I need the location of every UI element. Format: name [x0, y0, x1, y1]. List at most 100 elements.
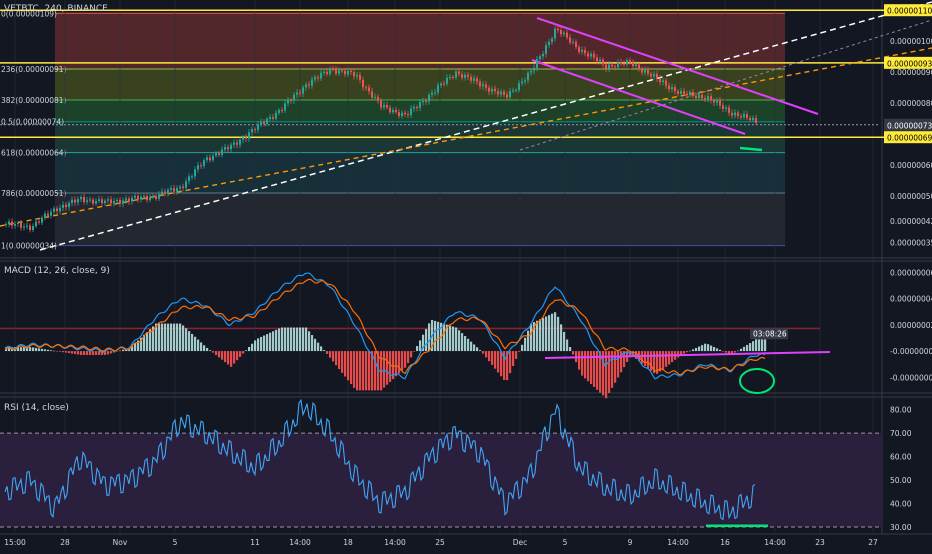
candle-body [245, 137, 247, 139]
candle-body [314, 77, 316, 80]
macd-histogram-bar [584, 351, 587, 379]
macd-histogram-bar [716, 348, 719, 352]
macd-histogram-bar [281, 327, 284, 352]
candle-body [362, 79, 364, 88]
macd-title: MACD (12, 26, close, 9) [4, 266, 110, 276]
candle-body [440, 83, 442, 86]
candle-body [41, 217, 43, 223]
candle-body [578, 47, 580, 52]
candle-body [434, 92, 436, 94]
candle-body [80, 197, 82, 200]
candle-body [455, 71, 457, 78]
fib-level-label: 1(0.00000034) [1, 242, 57, 251]
macd-histogram-bar [251, 343, 254, 352]
rsi-tick-label: 50.00 [890, 476, 912, 485]
macd-histogram-bar [71, 351, 74, 354]
macd-histogram-bar [248, 346, 251, 352]
candle-body [53, 208, 55, 212]
macd-histogram-bar [356, 351, 359, 391]
macd-histogram-bar [86, 351, 89, 356]
candle-body [365, 87, 367, 89]
time-tick-label: 14:00 [384, 538, 406, 547]
candle-body [311, 79, 313, 86]
macd-histogram-bar [410, 351, 413, 358]
candle-body [596, 57, 598, 62]
candle-body [755, 117, 757, 123]
candle-body [296, 92, 298, 95]
candle-body [485, 84, 487, 88]
candle-body [701, 94, 703, 99]
candle-body [707, 96, 709, 100]
candle-body [545, 45, 547, 54]
macd-histogram-bar [737, 350, 740, 352]
macd-histogram-bar [104, 351, 107, 356]
candle-body [344, 70, 346, 75]
macd-histogram-bar [482, 351, 485, 354]
candle-body [290, 100, 292, 102]
candle-body [14, 223, 16, 226]
rsi-pane [0, 398, 882, 528]
candle-body [284, 103, 286, 111]
candle-body [197, 165, 199, 170]
macd-histogram-bar [533, 322, 536, 352]
candle-body [560, 30, 562, 35]
macd-histogram-bar [50, 350, 53, 352]
macd-histogram-bar [344, 351, 347, 377]
candle-body [227, 147, 229, 150]
macd-histogram-bar [746, 344, 749, 352]
macd-tick-label: 0.00000002 [890, 321, 932, 330]
rsi-tick-label: 80.00 [890, 406, 912, 415]
candle-body [98, 199, 100, 201]
macd-histogram-bar [755, 339, 758, 352]
macd-histogram-bar [743, 346, 746, 352]
candle-body [665, 80, 667, 86]
macd-histogram-bar [539, 319, 542, 352]
candle-body [146, 195, 148, 201]
macd-histogram-bar [158, 323, 161, 352]
candle-body [185, 181, 187, 188]
candle-body [50, 211, 52, 216]
macd-histogram-bar [371, 351, 374, 391]
macd-histogram-bar [665, 351, 668, 367]
time-tick-label: 18 [343, 538, 353, 547]
candle-body [152, 195, 154, 198]
candle-body [68, 202, 70, 208]
macd-histogram-bar [140, 337, 143, 352]
macd-histogram-bar [485, 351, 488, 358]
candle-body [464, 74, 466, 78]
rsi-tick-label: 60.00 [890, 453, 912, 462]
candle-body [170, 188, 172, 190]
macd-histogram-bar [608, 351, 611, 394]
macd-histogram-bar [581, 351, 584, 376]
macd-histogram-bar [725, 351, 728, 353]
macd-histogram-bar [269, 332, 272, 352]
macd-histogram-bar [494, 351, 497, 369]
candle-body [617, 62, 619, 68]
candle-body [611, 64, 613, 67]
candle-body [395, 110, 397, 113]
candle-body [734, 112, 736, 116]
candle-body [419, 102, 421, 108]
candle-body [473, 78, 475, 81]
candle-body [719, 100, 721, 106]
macd-histogram-bar [398, 351, 401, 374]
candle-body [683, 91, 685, 94]
candle-body [389, 107, 391, 113]
candle-body [674, 87, 676, 92]
candle-body [242, 137, 244, 140]
candle-body [629, 60, 631, 63]
macd-histogram-bar [422, 334, 425, 352]
macd-histogram-bar [260, 336, 263, 352]
candle-body [551, 38, 553, 42]
macd-histogram-bar [257, 338, 260, 352]
candle-body [224, 147, 226, 150]
macd-histogram-bar [587, 351, 590, 382]
candle-body [443, 83, 445, 85]
macd-histogram-bar [614, 351, 617, 383]
candle-body [590, 53, 592, 57]
candle-body [662, 80, 664, 82]
macd-tick-label: -0.00000002 [890, 373, 932, 382]
macd-histogram-bar [23, 347, 26, 352]
green-target-mark [739, 146, 763, 152]
